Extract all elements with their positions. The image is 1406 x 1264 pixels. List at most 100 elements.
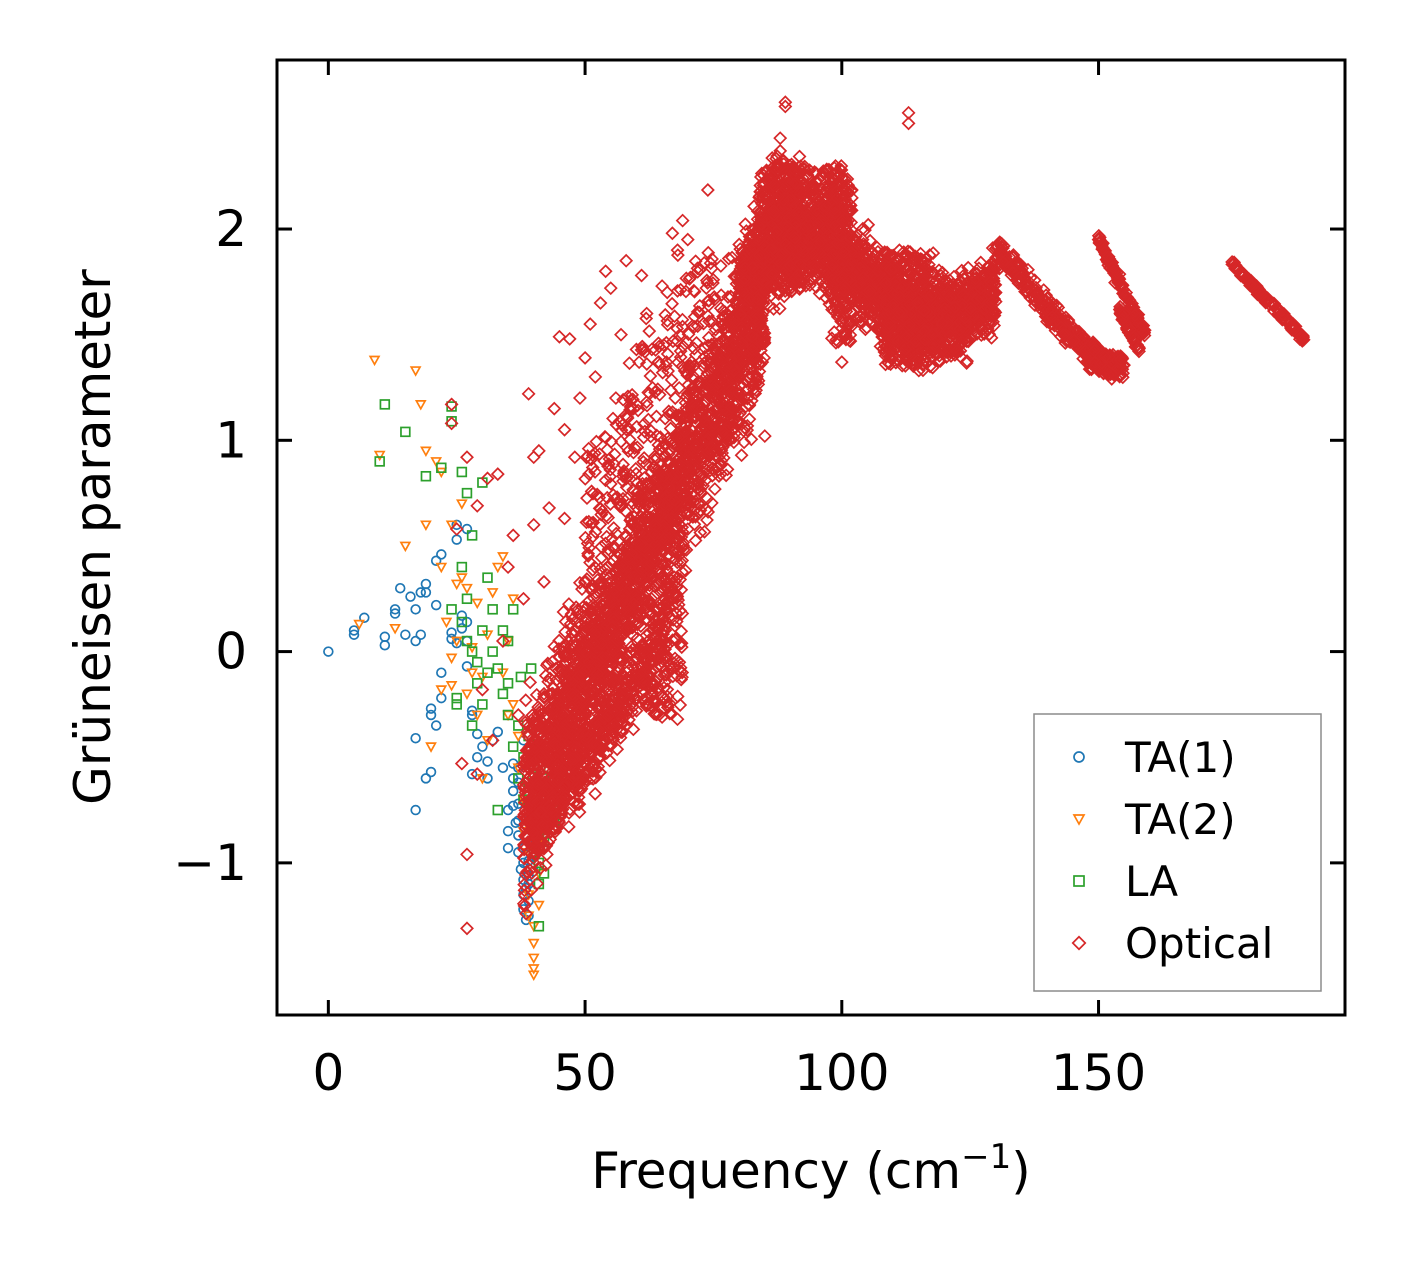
point-diamond <box>707 482 722 497</box>
point-diamond <box>986 314 1000 329</box>
point-square <box>451 699 462 710</box>
point-diamond <box>663 421 678 436</box>
point-diamond <box>558 640 573 655</box>
point-circle <box>477 741 488 752</box>
point-diamond <box>863 233 878 248</box>
point-diamond <box>702 463 717 478</box>
point-square <box>461 487 473 499</box>
point-diamond <box>949 344 964 359</box>
point-triangle-down <box>425 742 437 753</box>
point-diamond <box>622 551 637 566</box>
point-diamond <box>574 630 588 645</box>
point-diamond <box>678 424 692 439</box>
point-diamond <box>624 639 639 654</box>
point-diamond <box>661 457 676 471</box>
point-circle <box>472 751 483 763</box>
point-diamond <box>591 698 606 713</box>
point-diamond <box>599 604 613 619</box>
point-triangle-down <box>440 617 453 629</box>
point-diamond <box>561 669 576 684</box>
point-diamond <box>715 440 730 455</box>
point-circle <box>410 604 421 615</box>
point-diamond <box>626 539 641 554</box>
point-square <box>492 804 504 816</box>
point-diamond <box>517 838 532 853</box>
point-diamond <box>716 450 731 465</box>
point-circle <box>394 582 406 594</box>
point-diamond <box>814 236 829 251</box>
point-circle <box>456 610 468 621</box>
point-diamond <box>871 321 886 336</box>
point-square <box>533 921 545 932</box>
point-diamond <box>740 423 755 438</box>
point-diamond <box>625 620 640 635</box>
point-diamond <box>690 388 705 403</box>
point-diamond <box>772 301 787 316</box>
point-diamond <box>587 627 602 642</box>
point-diamond <box>517 888 532 903</box>
point-diamond <box>943 329 958 344</box>
point-triangle-down <box>456 573 468 584</box>
point-diamond <box>662 407 677 422</box>
point-diamond <box>700 366 715 381</box>
point-diamond <box>651 463 666 478</box>
point-diamond <box>953 343 968 358</box>
point-diamond <box>599 651 613 666</box>
point-diamond <box>540 656 555 671</box>
point-diamond <box>633 571 648 586</box>
point-triangle-down <box>409 366 422 377</box>
point-diamond <box>841 299 856 314</box>
point-square <box>456 616 468 628</box>
point-diamond <box>677 416 692 431</box>
point-triangle-down <box>527 970 540 982</box>
point-square <box>461 635 473 647</box>
point-diamond <box>860 264 874 279</box>
point-diamond <box>551 641 566 656</box>
point-circle <box>451 519 462 531</box>
point-circle <box>415 587 427 598</box>
point-diamond <box>959 356 974 371</box>
point-diamond <box>703 373 718 388</box>
point-diamond <box>716 332 731 347</box>
point-triangle-down <box>527 953 540 965</box>
point-diamond <box>598 681 613 696</box>
point-triangle-down <box>399 541 412 553</box>
point-diamond <box>578 575 592 590</box>
point-diamond <box>533 860 548 875</box>
point-diamond <box>684 428 698 442</box>
point-diamond <box>565 687 580 702</box>
point-diamond <box>766 301 781 316</box>
point-diamond <box>587 560 602 575</box>
point-triangle-down <box>502 710 514 722</box>
point-diamond <box>630 617 645 632</box>
point-circle <box>389 608 401 619</box>
point-diamond <box>587 636 601 651</box>
point-circle <box>482 773 493 784</box>
point-diamond <box>719 376 734 391</box>
point-triangle-down <box>466 668 478 679</box>
point-square <box>466 646 478 657</box>
point-diamond <box>557 649 572 664</box>
point-square <box>472 656 483 668</box>
point-diamond <box>595 650 610 665</box>
point-square <box>461 593 473 605</box>
point-diamond <box>558 614 573 629</box>
point-circle <box>415 629 427 640</box>
point-diamond <box>625 518 640 532</box>
point-diamond <box>546 722 561 737</box>
point-triangle-down <box>456 499 468 510</box>
point-diamond <box>606 611 621 626</box>
point-diamond <box>613 604 628 619</box>
point-diamond <box>531 700 546 715</box>
point-diamond <box>565 672 580 687</box>
point-square <box>420 470 432 482</box>
point-diamond <box>585 603 600 618</box>
point-diamond <box>870 254 885 269</box>
point-diamond <box>518 715 533 730</box>
point-diamond <box>538 711 553 725</box>
point-circle <box>400 629 411 640</box>
point-diamond <box>550 739 565 754</box>
point-diamond <box>688 408 703 423</box>
